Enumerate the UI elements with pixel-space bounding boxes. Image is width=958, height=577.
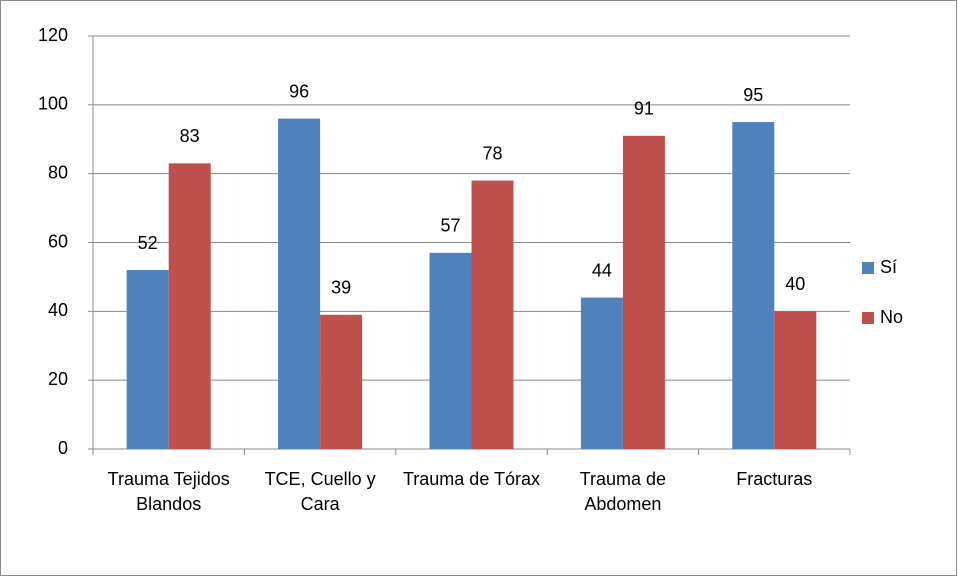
x-tick-label-box: Trauma de Tórax	[402, 469, 541, 489]
data-label: 78	[482, 143, 502, 163]
y-tick-label: 20	[48, 369, 68, 389]
x-tick-label: TCE, Cuello y Cara	[264, 469, 376, 514]
data-label: 95	[743, 85, 763, 105]
data-label: 52	[138, 233, 158, 253]
data-label: 39	[331, 278, 351, 298]
bar	[126, 270, 169, 449]
bar	[580, 297, 623, 449]
x-tick-label: Trauma de Tórax	[402, 469, 541, 489]
legend-label: No	[880, 307, 903, 327]
data-label: 57	[440, 216, 460, 236]
y-tick-label: 60	[48, 231, 68, 251]
data-label: 91	[634, 99, 654, 119]
bar	[622, 135, 665, 449]
x-tick-label: Trauma Tejidos Blandos	[107, 469, 230, 514]
y-tick-label: 120	[38, 25, 68, 45]
data-label: 96	[289, 81, 309, 101]
bar	[471, 180, 514, 450]
bar	[429, 252, 472, 449]
y-tick-label: 40	[48, 300, 68, 320]
y-tick-label: 0	[58, 438, 68, 458]
bar	[320, 314, 363, 449]
legend-swatch	[862, 312, 874, 324]
legend-swatch	[862, 262, 874, 274]
data-label: 40	[785, 274, 805, 294]
bar	[774, 311, 817, 449]
bar	[278, 118, 321, 449]
x-tick-label: Trauma de Abdomen	[579, 469, 667, 514]
x-tick-label-box: Trauma de Abdomen	[579, 469, 667, 514]
x-tick-label: Fracturas	[736, 469, 813, 489]
x-tick-label-box: Fracturas	[736, 469, 813, 489]
bar	[732, 122, 775, 450]
x-tick-label-box: TCE, Cuello y Cara	[264, 469, 376, 514]
y-tick-label: 100	[38, 94, 68, 114]
data-label: 44	[592, 260, 612, 280]
bar	[168, 163, 211, 449]
legend-label: Sí	[880, 257, 897, 277]
data-label: 83	[180, 126, 200, 146]
y-tick-label: 80	[48, 162, 68, 182]
x-tick-label-box: Trauma Tejidos Blandos	[107, 469, 230, 514]
